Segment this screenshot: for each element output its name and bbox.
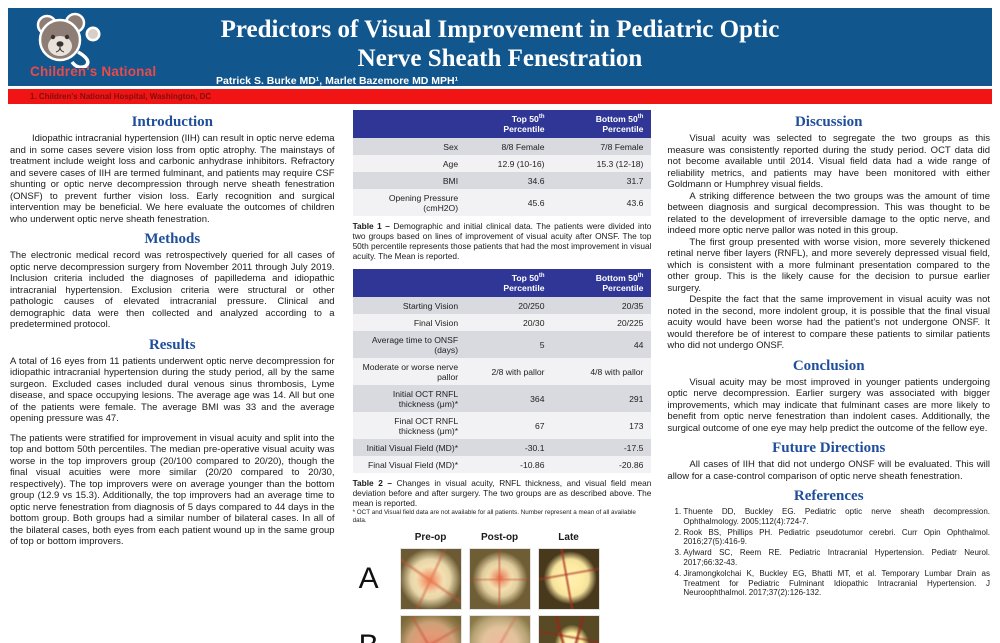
reference-item: Aylward SC, Reem RE. Pediatric Intracran…	[683, 548, 990, 567]
table-row: Initial Visual Field (MD)* -30.1 -17.5	[352, 439, 652, 456]
photo-label-preop: Pre-op	[414, 532, 447, 543]
poster-title-line2: Nerve Sheath Fenestration	[357, 45, 643, 72]
photo-label-postop: Post-op	[480, 532, 519, 543]
childrens-national-logo: Children's National	[30, 12, 190, 79]
poster-header: Children's National Predictors of Visual…	[8, 8, 992, 87]
table-row: Final Visual Field (MD)* -10.86 -20.86	[352, 456, 652, 473]
affiliation-text: 1. Children's National Hospital, Washing…	[30, 92, 212, 101]
reference-item: Rook BS, Phillips PH. Pediatric pseudotu…	[683, 528, 990, 547]
table-row: Moderate or worse nerve pallor 2/8 with p…	[352, 358, 652, 385]
table-1: Top 50th Percentile Bottom 50th Percenti…	[352, 110, 652, 216]
methods-body: The electronic medical record was retros…	[10, 250, 335, 330]
conclusion-body: Visual acuity may be most improved in yo…	[667, 376, 990, 434]
table-row: Age 12.9 (10-16) 15.3 (12-18)	[352, 155, 652, 172]
references-list: Thuente DD, Buckley EG. Pediatric optic …	[667, 507, 990, 598]
table-row: Final Vision 20/30 20/225	[352, 314, 652, 331]
table-row: Starting Vision 20/250 20/35	[352, 297, 652, 314]
conclusion-heading: Conclusion	[792, 357, 865, 374]
fundus-photo-b-postop	[468, 615, 531, 643]
introduction-heading: Introduction	[131, 114, 213, 130]
table-1-caption: Table 1 – Demographic and initial clinic…	[352, 221, 652, 261]
reference-item: Thuente DD, Buckley EG. Pediatric optic …	[683, 507, 990, 526]
fundus-photo-a-postop	[468, 548, 531, 610]
bear-logo-icon	[36, 12, 101, 68]
photo-label-late: Late	[558, 532, 579, 543]
table-2: Top 50th Percentile Bottom 50th Percenti…	[352, 269, 652, 473]
table-row: Average time to ONSF (days) 5 44	[352, 331, 652, 358]
discussion-paragraph-2: A striking difference between the two gr…	[667, 190, 990, 237]
results-heading: Results	[148, 336, 196, 353]
table-row: Sex 8/8 Female 7/8 Female	[352, 138, 652, 155]
left-column: Introduction Idiopathic intracranial hyp…	[10, 108, 335, 643]
discussion-heading: Discussion	[794, 114, 863, 130]
results-paragraph-1: A total of 16 eyes from 11 patients unde…	[10, 355, 335, 425]
image-1-figure: Pre-op Post-op Late A B Image 1 – Repres…	[353, 532, 652, 643]
photo-row-label-a: A	[358, 562, 379, 595]
methods-heading: Methods	[144, 231, 201, 247]
fundus-photo-b-preop	[399, 615, 462, 643]
future-directions-body: All cases of IIH that did not undergo ON…	[667, 459, 990, 482]
photo-row-label-b: B	[359, 631, 393, 643]
table-row: Initial OCT RNFL thickness (μm)* 364 291	[352, 385, 652, 412]
table2-header-blank	[352, 269, 467, 297]
table-2-caption: Table 2 – Changes in visual acuity, RNFL…	[352, 478, 652, 508]
discussion-paragraph-4: Despite the fact that the same improveme…	[667, 294, 990, 351]
table-row: BMI 34.6 31.7	[352, 172, 652, 189]
table1-header-top50: Top 50th Percentile	[466, 110, 553, 138]
reference-item: Jiramongkolchai K, Buckley EG, Bhatti MT…	[683, 569, 990, 598]
table1-header-blank	[352, 110, 467, 138]
table-row: Final OCT RNFL thickness (μm)* 67 173	[352, 412, 652, 439]
fundus-photo-b-late	[537, 615, 600, 643]
logo-wordmark: Children's National	[30, 64, 157, 79]
authors-line: Patrick S. Burke MD¹, Marlet Bazemore MD…	[216, 75, 459, 87]
poster-title-line1: Predictors of Visual Improvement in Pedi…	[220, 16, 780, 43]
table2-header-bottom50: Bottom 50th Percentile	[552, 269, 652, 297]
table-row: Opening Pressure (cmH2O) 45.6 43.6	[352, 189, 652, 216]
table2-header-top50: Top 50th Percentile	[466, 269, 553, 297]
future-directions-heading: Future Directions	[772, 440, 886, 456]
discussion-paragraph-1: Visual acuity was selected to segregate …	[667, 133, 990, 190]
discussion-paragraph-3: The first group presented with worse vis…	[667, 236, 990, 294]
fundus-photo-a-late	[537, 548, 600, 610]
fundus-photo-a-preop	[399, 548, 462, 610]
middle-column: Top 50th Percentile Bottom 50th Percenti…	[347, 108, 656, 643]
table1-header-bottom50: Bottom 50th Percentile	[552, 110, 652, 138]
affiliation-bar: 1. Children's National Hospital, Washing…	[8, 89, 992, 104]
references-heading: References	[793, 488, 864, 504]
right-column: Discussion Visual acuity was selected to…	[667, 108, 990, 643]
table-2-footnote: * OCT and Visual field data are not avai…	[352, 509, 636, 524]
introduction-body: Idiopathic intracranial hypertension (II…	[10, 133, 335, 225]
results-paragraph-2: The patients were stratified for improve…	[10, 432, 335, 548]
